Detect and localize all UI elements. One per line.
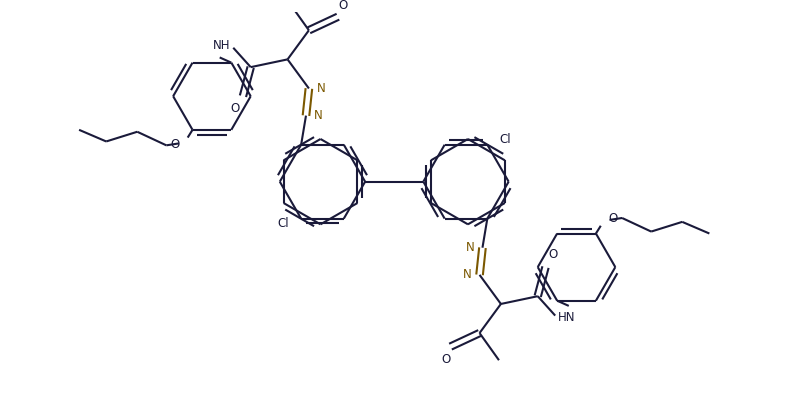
Text: NH: NH [213,40,230,52]
Text: N: N [317,82,326,95]
Text: Cl: Cl [498,134,510,147]
Text: N: N [462,268,471,281]
Text: Cl: Cl [277,217,290,230]
Text: O: O [230,102,240,115]
Text: HN: HN [557,311,575,324]
Text: O: O [440,353,450,366]
Text: N: N [465,241,474,254]
Text: O: O [338,0,347,11]
Text: N: N [314,109,322,122]
Text: O: O [608,213,618,226]
Text: O: O [170,138,180,151]
Text: O: O [548,248,557,261]
